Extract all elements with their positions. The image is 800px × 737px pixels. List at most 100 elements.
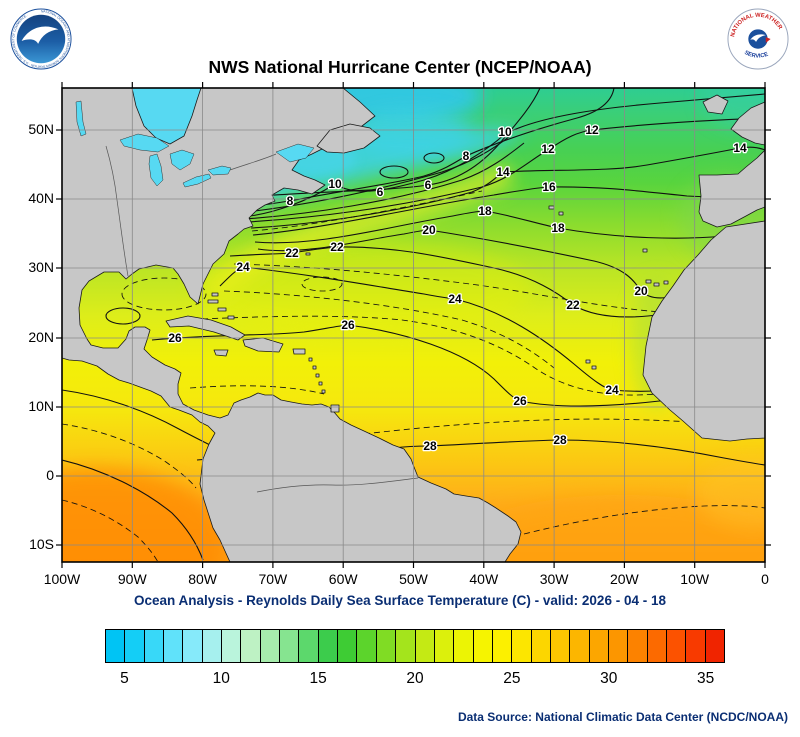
map-svg: 6 6 8 8 10 10 12 12 14 14 16 18 18 20 20 22 22 22 24 24 24 26… [56, 82, 771, 568]
colorbar-segment [240, 630, 260, 662]
axis-ticks [56, 82, 771, 568]
colorbar-segment [221, 630, 241, 662]
colorbar-segment [511, 630, 531, 662]
colorbar-segment [375, 630, 396, 662]
contour-label: 22 [566, 298, 580, 312]
x-axis-tick-label: 10W [680, 571, 710, 587]
contour-label: 22 [330, 240, 344, 254]
colorbar-tick-label: 20 [406, 670, 424, 687]
iberia-landmass [698, 149, 765, 228]
contour-label: 12 [585, 123, 599, 137]
y-axis-tick-label: 0 [46, 467, 54, 483]
page-title: NWS National Hurricane Center (NCEP/NOAA… [208, 57, 592, 77]
africa-landmass [642, 220, 765, 442]
contour-label: 14 [496, 165, 510, 179]
bahamas-island [227, 315, 235, 320]
contour-label: 14 [733, 141, 747, 155]
x-axis-tick-label: 100W [43, 571, 81, 587]
colorbar-segment [665, 630, 686, 662]
lake-michigan [148, 153, 164, 187]
y-axis-tick-label: 40N [28, 190, 54, 206]
puerto-rico-island [292, 348, 306, 355]
nws-red-flag-icon [765, 37, 771, 43]
land-layer [62, 88, 765, 562]
contour-label: 8 [287, 194, 294, 208]
cuba-island [165, 315, 246, 341]
colorbar-tick-label: 10 [212, 670, 230, 687]
colorbar-segment [279, 630, 299, 662]
contour-label: 10 [328, 177, 342, 191]
y-axis-tick-label: 10N [28, 398, 54, 414]
colorbar-segment [124, 630, 144, 662]
colorbar-ticks: 5 10 15 20 25 30 35 [105, 670, 725, 692]
antilles-island [318, 381, 323, 386]
colorbar-tick-label: 25 [503, 670, 521, 687]
colorbar-segment [569, 630, 589, 662]
contour-label: 20 [422, 223, 436, 237]
grid-layer [62, 88, 765, 562]
madeira-island [642, 248, 648, 253]
lake-erie [182, 173, 212, 188]
noaa-logo: NATIONAL OCEANIC AND ATMOSPHERIC ADMINIS… [10, 8, 72, 70]
colorbar-segment [646, 630, 666, 662]
y-axis-tick-label: 30N [28, 259, 54, 275]
colorbar-segment [704, 630, 724, 662]
contour-label-layer: 6 6 8 8 10 10 12 12 14 14 16 18 18 20 20 22 22 22 24 24 24 26… [167, 122, 748, 455]
mississippi-river [105, 145, 129, 277]
y-axis-tick-label: 50N [28, 121, 54, 137]
canary-island [645, 279, 652, 284]
antilles-island [308, 357, 313, 362]
contour-label: 24 [605, 383, 619, 397]
contour-label: 22 [285, 246, 299, 260]
colorbar-segment [491, 630, 512, 662]
contour-label: 20 [634, 284, 648, 298]
nws-logo: NATIONAL WEATHER SERVICE [727, 8, 789, 70]
canary-island [653, 282, 660, 287]
contour-label: 28 [423, 439, 437, 453]
azores-island [558, 211, 564, 216]
colorbar-segment [433, 630, 454, 662]
colorbar-tick-label: 5 [120, 670, 129, 687]
plot-root: 6 6 8 8 10 10 12 12 14 14 16 18 18 20 20 22 22 22 24 24 24 26… [56, 82, 771, 568]
x-axis-tick-label: 20W [609, 571, 639, 587]
lake-winnipeg [75, 100, 87, 137]
bahamas-island [211, 292, 219, 297]
noaa-logo-disc [16, 14, 66, 64]
data-source-text: Data Source: National Climatic Data Cent… [457, 710, 788, 724]
nws-seagull-icon [750, 34, 766, 42]
contour-label: 26 [513, 394, 527, 408]
colorbar-segment [182, 630, 202, 662]
trinidad-island [330, 404, 340, 413]
colorbar-segment [337, 630, 357, 662]
bermuda-island [305, 252, 311, 256]
jamaica-island [213, 349, 229, 357]
x-axis-tick-label: 90W [117, 571, 147, 587]
colorbar-segment [549, 630, 570, 662]
nws-bottom-text: SERVICE [743, 50, 769, 60]
y-axis-tick-label: 20N [28, 329, 54, 345]
x-axis-tick-label: 60W [328, 571, 358, 587]
colorbar-segment [163, 630, 183, 662]
contour-label: 8 [463, 149, 470, 163]
bahamas-island [207, 299, 219, 304]
colorbar-segment [317, 630, 338, 662]
contour-label: 6 [425, 178, 432, 192]
colorbar [105, 629, 725, 663]
newfoundland-island [316, 123, 381, 154]
cape-verde-island [591, 365, 597, 370]
y-axis-tick-label: 10S [29, 536, 54, 552]
colorbar-segment [472, 630, 492, 662]
contour-label: 18 [551, 221, 565, 235]
colorbar-tick-label: 15 [309, 670, 327, 687]
colorbar-segment [395, 630, 415, 662]
british-isles-landmass [730, 101, 765, 146]
colorbar-tick-label: 30 [600, 670, 618, 687]
contour-label: 6 [377, 185, 384, 199]
antilles-island [312, 365, 317, 370]
colorbar-segment [588, 630, 608, 662]
colorbar-segment [453, 630, 473, 662]
bahamas-island [217, 307, 227, 312]
x-axis-tick-label: 40W [469, 571, 499, 587]
azores-island [548, 205, 555, 210]
